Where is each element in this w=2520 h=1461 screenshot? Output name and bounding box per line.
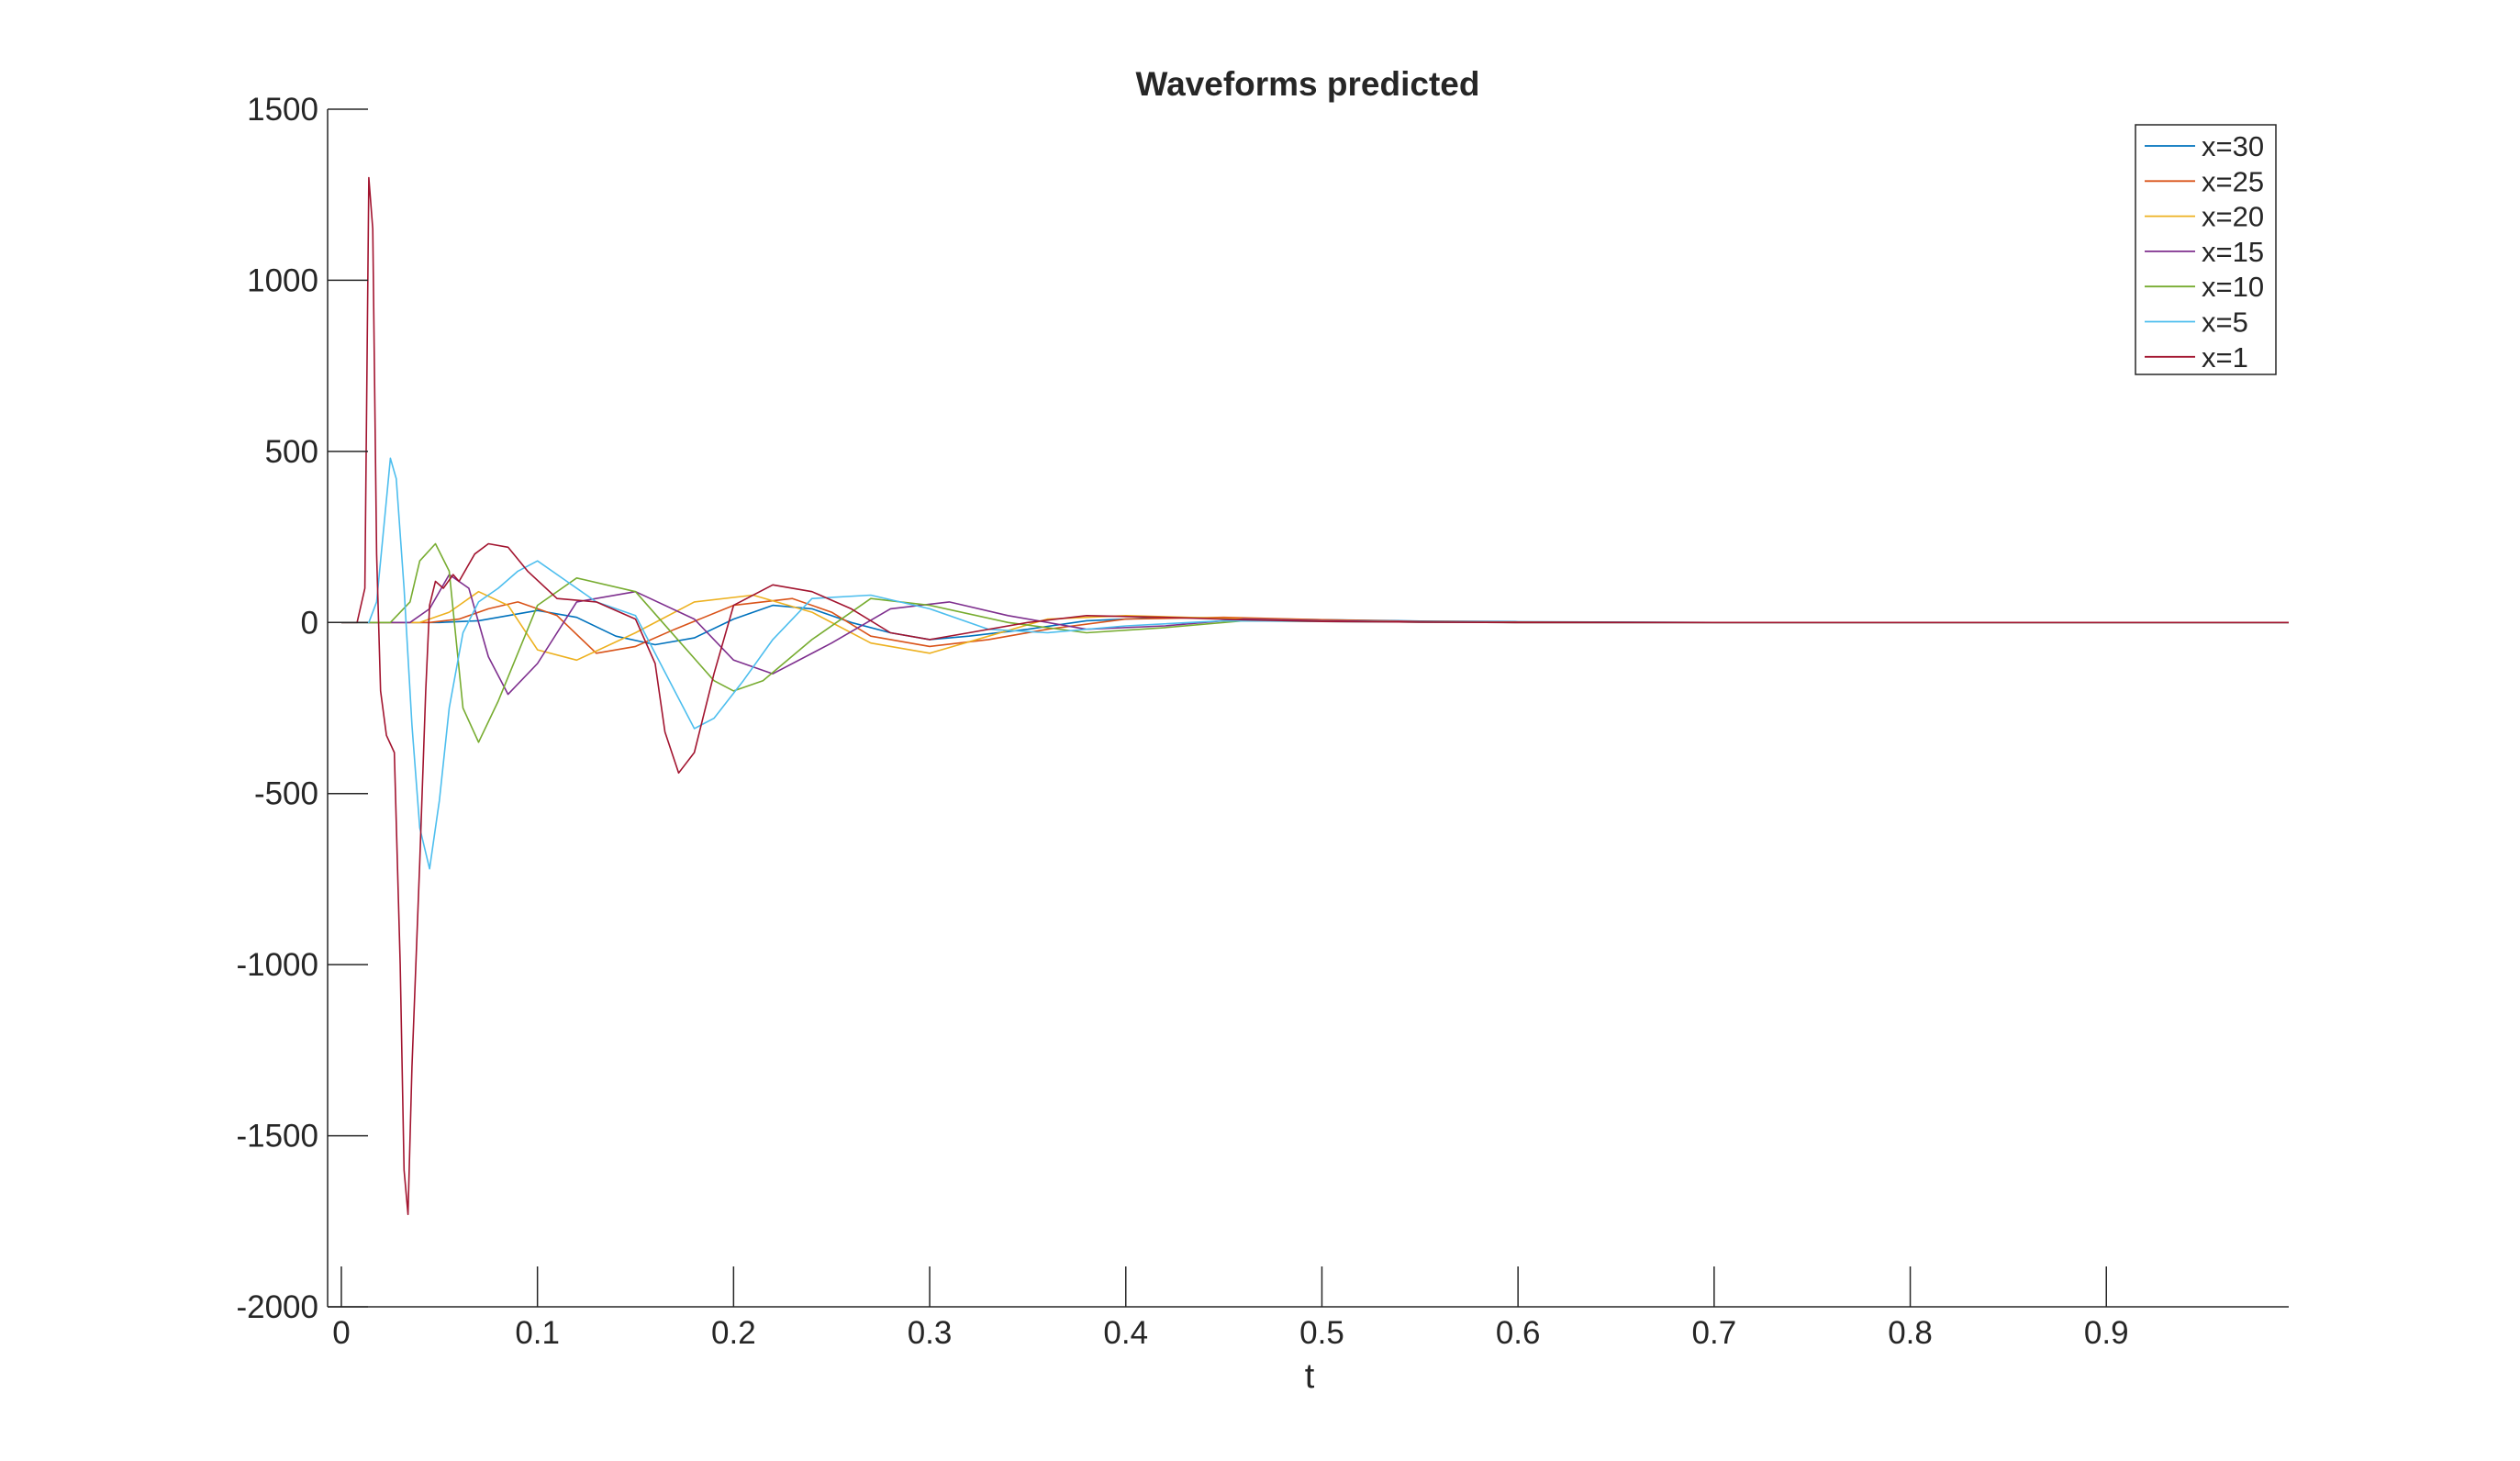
y-tick-label: 0	[301, 605, 318, 641]
x-tick-label: 0.3	[908, 1315, 953, 1351]
x-tick-label: 0.5	[1299, 1315, 1344, 1351]
x-tick-label: 0.8	[1888, 1315, 1933, 1351]
axes	[327, 109, 2289, 1308]
legend-label-4: x=10	[2202, 271, 2264, 303]
legend-label-3: x=15	[2202, 236, 2264, 268]
series-line-1	[341, 597, 2289, 654]
y-tick-label: -500	[254, 776, 318, 812]
plot-lines	[341, 176, 2289, 1216]
x-tick-label: 0.7	[1692, 1315, 1737, 1351]
x-tick-label: 0.1	[515, 1315, 560, 1351]
x-tick-label: 0.6	[1496, 1315, 1541, 1351]
legend-label-2: x=20	[2202, 201, 2264, 233]
legend-label-1: x=25	[2202, 165, 2264, 197]
y-tick-label: 1000	[247, 262, 318, 298]
series-line-6	[341, 176, 2289, 1216]
x-tick-label: 0.9	[2084, 1315, 2129, 1351]
x-axis-label: t	[1305, 1357, 1315, 1396]
y-tick-label: -1500	[236, 1119, 318, 1154]
legend[interactable]: x=30x=25 x=20x=15x=10 x=5x=1	[2135, 124, 2277, 375]
legend-label-6: x=1	[2202, 341, 2248, 374]
x-tick-label: 0.2	[711, 1315, 756, 1351]
legend-label-5: x=5	[2202, 307, 2248, 339]
y-tick-label: -1000	[236, 947, 318, 983]
x-tick-label: 0.4	[1103, 1315, 1148, 1351]
y-tick-label: 500	[265, 434, 318, 470]
legend-label-0: x=30	[2202, 130, 2264, 162]
y-tick-label: 1500	[247, 92, 318, 128]
y-ticks: 1500 1000 500 0 -500 -1000 -1500 -2000	[236, 92, 368, 1325]
x-tick-label: 0	[332, 1315, 350, 1351]
chart-title: Waveforms predicted	[1136, 65, 1480, 103]
y-tick-label: -2000	[236, 1289, 318, 1325]
x-ticks: 0 0.1 0.2 0.3 0.4 0.5 0.6 0.7 0.8 0.9	[332, 1266, 2129, 1351]
legend-box	[2135, 124, 2277, 375]
